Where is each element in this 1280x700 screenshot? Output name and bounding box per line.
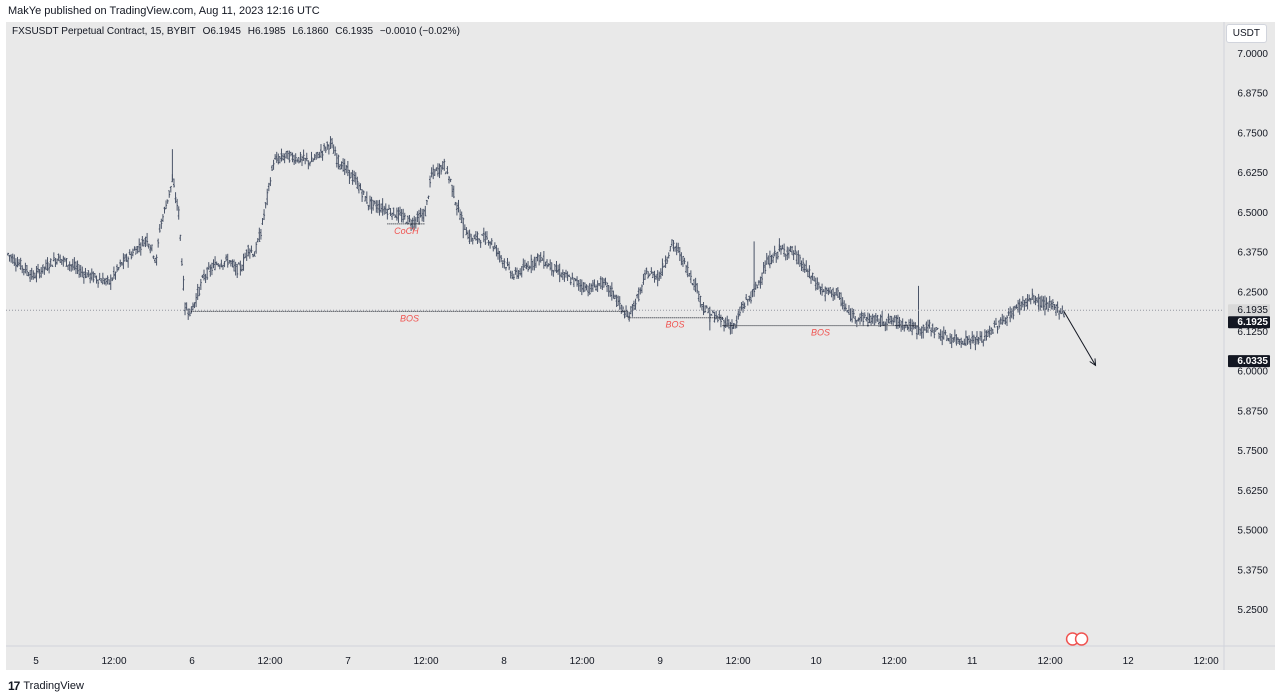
y-tick-label: 5.8750 xyxy=(1237,406,1268,417)
annotation-label: BOS xyxy=(811,328,830,338)
x-tick-label: 6 xyxy=(189,656,195,667)
ohlc-change: −0.0010 (−0.02%) xyxy=(379,26,460,37)
x-tick-label: 12:00 xyxy=(882,656,907,667)
y-tick-label: 5.7500 xyxy=(1237,446,1268,457)
projection-arrow-head xyxy=(1089,358,1097,367)
footer: 17 TradingView xyxy=(0,676,1280,696)
annotation-label: BOS xyxy=(400,313,419,323)
y-tick-label: 6.5000 xyxy=(1237,208,1268,219)
ohlc-open: O6.1945 xyxy=(202,26,241,37)
x-tick-label: 12:00 xyxy=(1194,656,1219,667)
y-tick-label: 6.7500 xyxy=(1237,128,1268,139)
y-tick-label: 6.8750 xyxy=(1237,89,1268,100)
us-flag-event-icon xyxy=(1074,632,1089,646)
price-tag xyxy=(1228,355,1270,368)
ohlc-low: L6.1860 xyxy=(292,26,329,37)
x-tick-label: 12 xyxy=(1123,656,1135,667)
x-tick-label: 10 xyxy=(811,656,823,667)
x-tick-label: 9 xyxy=(657,656,663,667)
x-tick-label: 12:00 xyxy=(570,656,595,667)
x-tick-label: 12:00 xyxy=(258,656,283,667)
y-tick-label: 6.0000 xyxy=(1237,367,1268,378)
y-tick-label: 6.3750 xyxy=(1237,248,1268,259)
symbol-name[interactable]: FXSUSDT Perpetual Contract, 15, BYBIT xyxy=(12,26,196,37)
annotation-label: BOS xyxy=(666,320,685,330)
price-tag-label: 6.1935 xyxy=(1237,305,1268,316)
price-tag xyxy=(1228,316,1270,329)
ohlc-high: H6.1985 xyxy=(247,26,286,37)
ohlc-close: C6.1935 xyxy=(335,26,374,37)
y-tick-label: 5.6250 xyxy=(1237,486,1268,497)
x-tick-label: 7 xyxy=(345,656,351,667)
x-tick-label: 11 xyxy=(967,656,978,667)
x-tick-label: 12:00 xyxy=(414,656,439,667)
y-tick-label: 6.6250 xyxy=(1237,168,1268,179)
x-tick-label: 5 xyxy=(33,656,39,667)
brand-name[interactable]: TradingView xyxy=(23,680,84,692)
x-tick-label: 8 xyxy=(501,656,507,667)
price-tag-label: 6.1925 xyxy=(1237,317,1268,328)
y-tick-label: 5.2500 xyxy=(1237,605,1268,616)
y-tick-label: 5.5000 xyxy=(1237,526,1268,537)
projection-arrow-line xyxy=(1063,311,1096,366)
price-chart[interactable]: 7.0000 6.8750 6.7500 6.6250 6.5000 6.3750 6.25… xyxy=(6,22,1275,670)
currency-button[interactable]: USDT xyxy=(1225,24,1267,43)
y-tick-label: 5.3750 xyxy=(1237,565,1268,576)
x-tick-label: 12:00 xyxy=(726,656,751,667)
x-tick-label: 12:00 xyxy=(101,656,126,667)
y-tick-label: 6.2500 xyxy=(1237,287,1268,298)
price-tag-label: 6.0335 xyxy=(1237,356,1268,367)
chart-area[interactable]: 7.0000 6.8750 6.7500 6.6250 6.5000 6.3750 6.25… xyxy=(6,22,1275,670)
y-tick-label: 6.1250 xyxy=(1237,327,1268,338)
x-tick-label: 12:00 xyxy=(1038,656,1063,667)
price-tag xyxy=(1228,304,1270,317)
symbol-legend: FXSUSDT Perpetual Contract, 15, BYBIT O6… xyxy=(12,26,464,37)
tradingview-logo-icon[interactable]: 17 xyxy=(8,679,20,693)
publish-header: MakYe published on TradingView.com, Aug … xyxy=(8,5,320,17)
annotation-label: CoCH xyxy=(394,226,419,236)
y-tick-label: 7.0000 xyxy=(1237,49,1268,60)
